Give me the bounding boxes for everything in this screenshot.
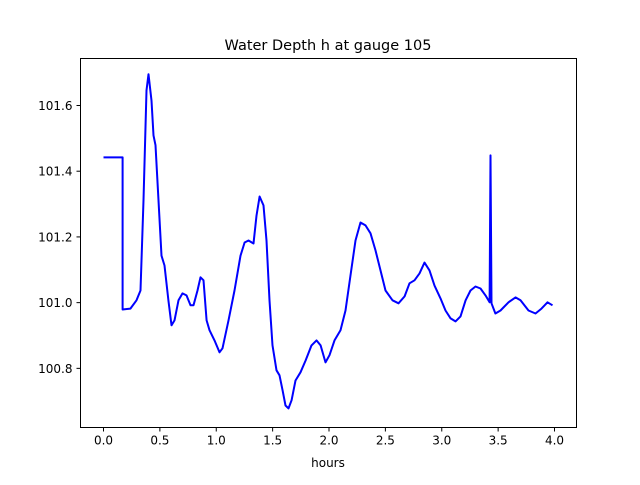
plot-frame: [80, 58, 577, 428]
x-tick-label: 3.5: [489, 434, 508, 448]
x-tick-label: 1.0: [207, 434, 226, 448]
x-axis-label: hours: [311, 456, 345, 470]
y-tick-label: 101.6: [38, 99, 72, 113]
x-tick-label: 1.5: [263, 434, 282, 448]
y-tick-label: 101.4: [38, 165, 72, 179]
y-tick-label: 101.2: [38, 230, 72, 244]
x-tick-label: 0.0: [94, 434, 113, 448]
x-tick-label: 2.0: [319, 434, 338, 448]
x-tick-label: 0.5: [150, 434, 169, 448]
y-tick-label: 101.0: [38, 296, 72, 310]
x-tick-label: 2.5: [376, 434, 395, 448]
x-tick-label: 4.0: [545, 434, 564, 448]
x-tick-label: 3.0: [432, 434, 451, 448]
y-tick-label: 100.8: [38, 362, 72, 376]
chart-title: Water Depth h at gauge 105: [225, 38, 432, 54]
series-line-h: [103, 73, 554, 410]
